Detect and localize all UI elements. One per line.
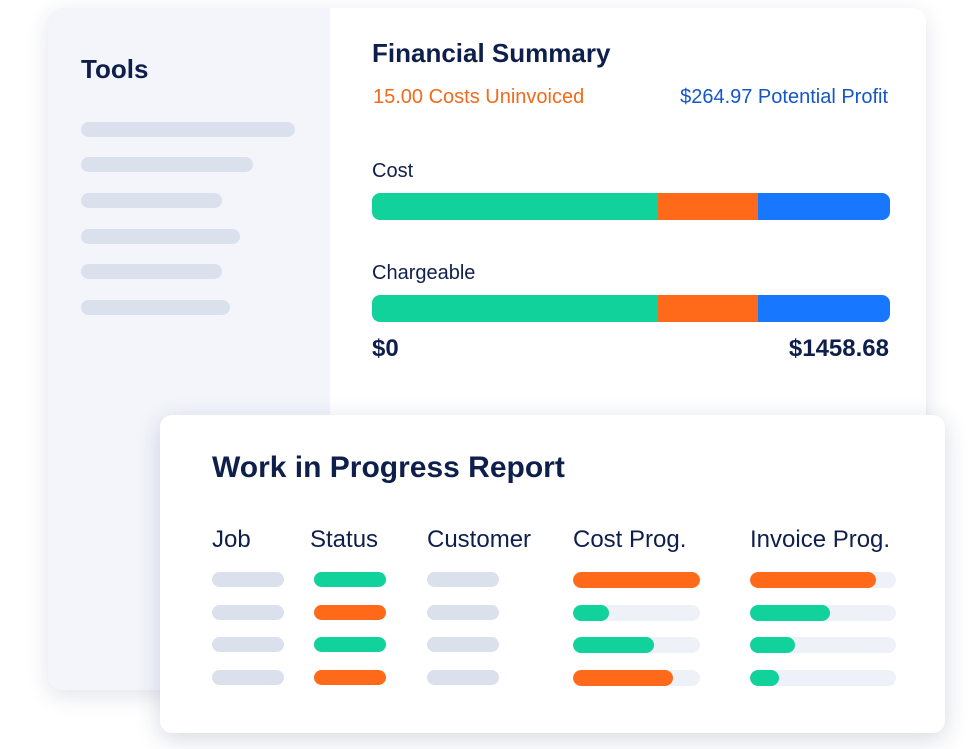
wip-report-title: Work in Progress Report <box>212 451 565 484</box>
column-header-cost-progress: Cost Prog. <box>573 526 687 553</box>
cost-progress-fill <box>573 669 674 686</box>
customer-placeholder[interactable] <box>427 637 499 652</box>
bar-segment-orange <box>657 295 758 322</box>
range-max-value: $1458.68 <box>788 335 889 362</box>
job-placeholder[interactable] <box>212 637 284 652</box>
potential-profit-stat: $264.97 Potential Profit <box>680 86 888 108</box>
sidebar-item-placeholder[interactable] <box>81 300 230 315</box>
customer-placeholder[interactable] <box>427 572 499 587</box>
chargeable-bar-label: Chargeable <box>372 262 476 284</box>
range-min-value: $0 <box>372 335 399 362</box>
invoice-progress-fill <box>750 604 831 621</box>
cost-progress-fill <box>573 572 700 588</box>
sidebar-item-placeholder[interactable] <box>81 264 222 279</box>
invoice-progress-bar <box>750 637 896 653</box>
status-badge <box>314 572 386 587</box>
cost-progress-bar <box>573 604 700 621</box>
cost-progress-fill <box>573 637 655 653</box>
invoice-progress-fill <box>750 572 876 588</box>
cost-progress-bar <box>573 669 700 686</box>
bar-segment-green <box>372 295 658 322</box>
column-header-status: Status <box>310 526 379 553</box>
column-header-invoice-progress: Invoice Prog. <box>750 526 891 553</box>
cost-progress-bar <box>573 637 700 653</box>
sidebar-item-placeholder[interactable] <box>81 193 222 208</box>
invoice-progress-fill <box>750 669 780 686</box>
invoice-progress-fill <box>750 637 796 653</box>
invoice-progress-bar <box>750 604 896 621</box>
bar-segment-orange <box>657 193 758 220</box>
customer-placeholder[interactable] <box>427 669 499 685</box>
sidebar-item-placeholder[interactable] <box>81 122 295 137</box>
status-badge <box>314 669 386 685</box>
sidebar-item-placeholder[interactable] <box>81 229 240 244</box>
chargeable-stacked-bar <box>372 295 890 322</box>
column-header-job: Job <box>212 526 251 553</box>
sidebar-title: Tools <box>81 54 149 84</box>
cost-progress-bar <box>573 572 700 588</box>
wip-report-card: Work in Progress Report Job Status Custo… <box>160 415 945 733</box>
status-badge <box>314 604 386 620</box>
cost-bar-label: Cost <box>372 160 414 182</box>
job-placeholder[interactable] <box>212 669 284 685</box>
financial-summary-title: Financial Summary <box>372 38 611 68</box>
costs-uninvoiced-stat: 15.00 Costs Uninvoiced <box>373 86 585 108</box>
status-badge <box>314 637 386 652</box>
cost-stacked-bar <box>372 193 890 220</box>
column-header-customer: Customer <box>427 526 532 553</box>
job-placeholder[interactable] <box>212 604 284 620</box>
invoice-progress-bar <box>750 669 896 686</box>
job-placeholder[interactable] <box>212 572 284 587</box>
cost-progress-fill <box>573 604 609 621</box>
sidebar-item-placeholder[interactable] <box>81 157 253 172</box>
customer-placeholder[interactable] <box>427 604 499 620</box>
bar-segment-green <box>372 193 658 220</box>
bar-segment-blue <box>757 193 890 220</box>
bar-segment-blue <box>757 295 890 322</box>
invoice-progress-bar <box>750 572 896 588</box>
